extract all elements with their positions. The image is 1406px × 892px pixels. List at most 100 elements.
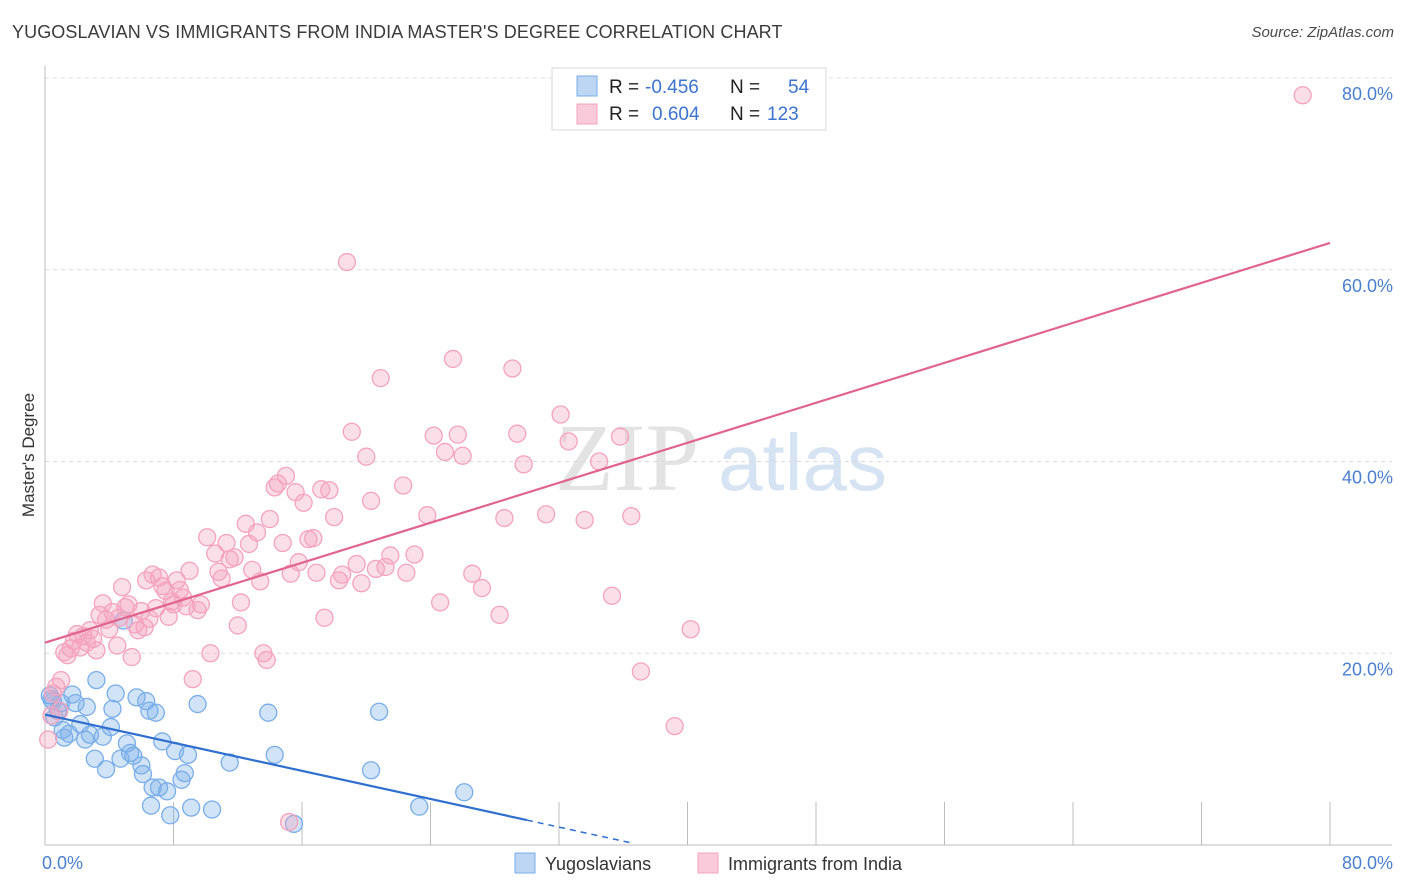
point-india-111 <box>514 455 533 474</box>
point-india-97 <box>405 545 424 564</box>
legend-n-value-2: 123 <box>767 104 799 125</box>
point-yugoslavians-14 <box>87 670 106 690</box>
x-tick-label-1: 80.0% <box>1342 853 1393 873</box>
point-india-114 <box>559 432 578 451</box>
y-tick-labels: 20.0% 40.0% 60.0% 80.0% <box>1342 84 1393 679</box>
point-india-75 <box>294 493 313 512</box>
point-yugoslavians-13 <box>85 749 104 768</box>
point-india-48 <box>188 600 207 620</box>
x-tick-labels: 0.0% 80.0% <box>42 853 1393 873</box>
point-india-90 <box>361 491 381 510</box>
point-india-63 <box>247 523 267 542</box>
point-yugoslavians-45 <box>259 703 278 722</box>
point-yugoslavians-35 <box>157 782 177 801</box>
point-india-4 <box>50 701 69 720</box>
point-india-101 <box>435 442 455 462</box>
point-india-78 <box>307 563 326 582</box>
point-yugoslavians-42 <box>188 694 207 714</box>
legend-r-label-1: R = <box>609 77 639 98</box>
point-yugoslavians-30 <box>141 796 161 815</box>
point-india-58 <box>228 616 247 635</box>
point-india-117 <box>602 586 622 605</box>
point-india-27 <box>122 647 141 667</box>
legend-r-label-2: R = <box>609 104 639 125</box>
point-india-96 <box>397 563 416 582</box>
point-india-124 <box>279 812 299 832</box>
point-india-88 <box>352 574 371 593</box>
trend-line-yugoslavians <box>44 713 528 822</box>
point-yugoslavians-40 <box>178 745 198 765</box>
point-india-119 <box>622 506 641 526</box>
point-india-77 <box>304 529 323 548</box>
point-india-16 <box>87 641 106 660</box>
point-india-49 <box>191 595 210 614</box>
point-india-113 <box>551 405 570 424</box>
point-india-51 <box>201 644 220 663</box>
point-india-93 <box>376 557 395 577</box>
point-india-81 <box>320 481 339 500</box>
point-india-108 <box>495 508 514 528</box>
gridlines <box>45 77 1392 654</box>
point-india-106 <box>472 578 492 598</box>
legend-r-value-1: -0.456 <box>645 77 699 98</box>
watermark-atlas: atlas <box>718 418 887 507</box>
point-india-59 <box>231 593 251 612</box>
y-tick-label-3: 80.0% <box>1342 84 1393 104</box>
point-yugoslavians-48 <box>361 761 381 780</box>
bottom-legend-swatch-yugoslavians <box>514 852 536 874</box>
y-tick-label-0: 20.0% <box>1342 659 1393 679</box>
point-india-67 <box>260 509 280 529</box>
point-india-22 <box>108 636 127 655</box>
point-india-31 <box>135 618 154 637</box>
trend-line-india <box>44 241 1331 644</box>
legend-swatch-yugoslavians <box>576 75 598 97</box>
point-yugoslavians-16 <box>96 760 116 779</box>
bottom-legend-swatch-india <box>697 852 719 874</box>
point-india-84 <box>333 565 352 584</box>
point-yugoslavians-50 <box>410 797 429 816</box>
point-india-118 <box>610 427 630 446</box>
point-yugoslavians-49 <box>369 702 389 721</box>
point-india-94 <box>381 546 400 565</box>
point-yugoslavians-51 <box>455 783 474 802</box>
trend-lines <box>44 241 1331 844</box>
point-yugoslavians-41 <box>182 798 201 817</box>
point-india-57 <box>225 548 244 567</box>
point-yugoslavians-32 <box>146 703 165 722</box>
axes <box>44 66 1392 846</box>
point-india-15 <box>84 629 103 649</box>
y-tick-label-2: 60.0% <box>1342 276 1393 296</box>
point-india-122 <box>681 620 700 639</box>
point-yugoslavians-18 <box>103 699 122 719</box>
x-tick-label-0: 0.0% <box>42 853 83 873</box>
point-india-99 <box>424 426 443 445</box>
point-yugoslavians-36 <box>161 806 180 825</box>
bottom-legend: Yugoslavians Immigrants from India <box>514 852 903 874</box>
point-india-109 <box>503 359 522 378</box>
point-india-85 <box>337 252 357 272</box>
point-india-92 <box>371 368 390 388</box>
y-tick-label-1: 40.0% <box>1342 468 1393 488</box>
source-credit: Source: ZipAtlas.com <box>1251 24 1394 41</box>
point-india-50 <box>198 528 217 547</box>
legend-n-label-1: N = <box>730 77 760 98</box>
bottom-legend-label-yugoslavians: Yugoslavians <box>545 854 651 874</box>
point-india-24 <box>112 577 132 597</box>
point-yugoslavians-27 <box>133 764 153 784</box>
point-india-105 <box>463 564 482 583</box>
point-india-54 <box>212 569 231 588</box>
point-yugoslavians-8 <box>66 693 85 713</box>
point-yugoslavians-46 <box>265 745 284 765</box>
point-india-47 <box>183 669 202 689</box>
trend-line-extension-yugoslavians <box>526 819 632 844</box>
point-india-82 <box>324 507 344 527</box>
point-india-120 <box>631 662 651 681</box>
point-india-107 <box>490 605 509 625</box>
point-yugoslavians-31 <box>143 778 162 797</box>
point-india-0 <box>39 730 58 749</box>
point-yugoslavians-25 <box>127 688 146 707</box>
point-yugoslavians-29 <box>140 701 159 720</box>
scatter-points <box>39 86 1312 834</box>
legend-n-label-2: N = <box>730 104 760 125</box>
